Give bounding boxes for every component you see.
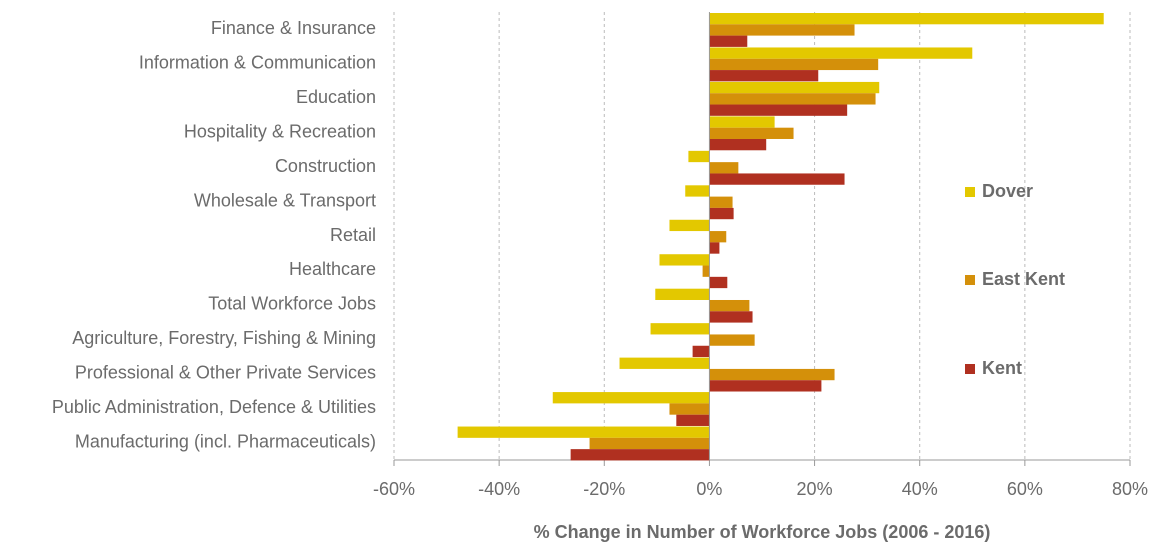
y-tick-label: Retail — [330, 225, 376, 245]
legend-swatch — [965, 364, 975, 374]
legend-label: East Kent — [982, 269, 1065, 289]
x-tick-label: 40% — [902, 479, 938, 499]
bar — [655, 288, 710, 300]
bar — [659, 254, 710, 266]
bar — [709, 380, 822, 392]
bar — [709, 13, 1104, 25]
bar — [709, 173, 845, 185]
bar — [709, 196, 733, 208]
bar — [709, 311, 753, 323]
y-tick-label: Total Workforce Jobs — [208, 294, 376, 314]
bar — [669, 219, 710, 232]
bar — [709, 58, 879, 71]
bar — [702, 265, 710, 277]
bar — [709, 116, 775, 128]
y-tick-label: Construction — [275, 156, 376, 176]
bar — [669, 403, 710, 415]
bar — [709, 231, 727, 243]
bar — [709, 162, 739, 174]
bar — [692, 345, 710, 358]
bar — [709, 104, 848, 116]
bar — [709, 127, 794, 139]
bar — [552, 392, 710, 404]
y-tick-label: Manufacturing (incl. Pharmaceuticals) — [75, 432, 376, 452]
bar — [619, 357, 710, 369]
bar — [709, 242, 720, 254]
x-tick-label: -20% — [583, 479, 625, 499]
bar — [709, 47, 973, 59]
x-axis-title: % Change in Number of Workforce Jobs (20… — [534, 522, 991, 542]
bar — [709, 299, 750, 312]
bar — [709, 368, 835, 381]
bar — [676, 414, 710, 426]
bar — [709, 334, 755, 346]
y-tick-label: Finance & Insurance — [211, 18, 376, 38]
bar — [709, 207, 734, 220]
bar — [709, 81, 880, 94]
bar — [685, 185, 710, 197]
bar — [709, 24, 855, 36]
x-tick-label: 0% — [696, 479, 722, 499]
bar — [589, 437, 710, 450]
bar — [709, 70, 819, 82]
x-tick-label: 60% — [1007, 479, 1043, 499]
bar — [650, 323, 710, 335]
x-tick-label: -40% — [478, 479, 520, 499]
bar — [570, 449, 710, 461]
y-tick-label: Wholesale & Transport — [194, 190, 376, 210]
legend-swatch — [965, 275, 975, 285]
bar — [709, 276, 728, 289]
x-tick-label: 20% — [797, 479, 833, 499]
bar — [709, 35, 748, 47]
legend-label: Dover — [982, 181, 1033, 201]
y-tick-label: Healthcare — [289, 259, 376, 279]
legend-label: Kent — [982, 358, 1022, 378]
bar — [457, 426, 710, 438]
legend-swatch — [965, 187, 975, 197]
y-tick-label: Information & Communication — [139, 52, 376, 72]
bar — [709, 138, 767, 151]
y-tick-label: Public Administration, Defence & Utiliti… — [52, 397, 376, 417]
y-tick-label: Agriculture, Forestry, Fishing & Mining — [72, 328, 376, 348]
x-tick-label: -60% — [373, 479, 415, 499]
x-tick-label: 80% — [1112, 479, 1148, 499]
y-tick-label: Hospitality & Recreation — [184, 121, 376, 141]
y-tick-label: Professional & Other Private Services — [75, 363, 376, 383]
bar — [688, 150, 710, 163]
bar — [709, 93, 876, 105]
y-tick-label: Education — [296, 87, 376, 107]
